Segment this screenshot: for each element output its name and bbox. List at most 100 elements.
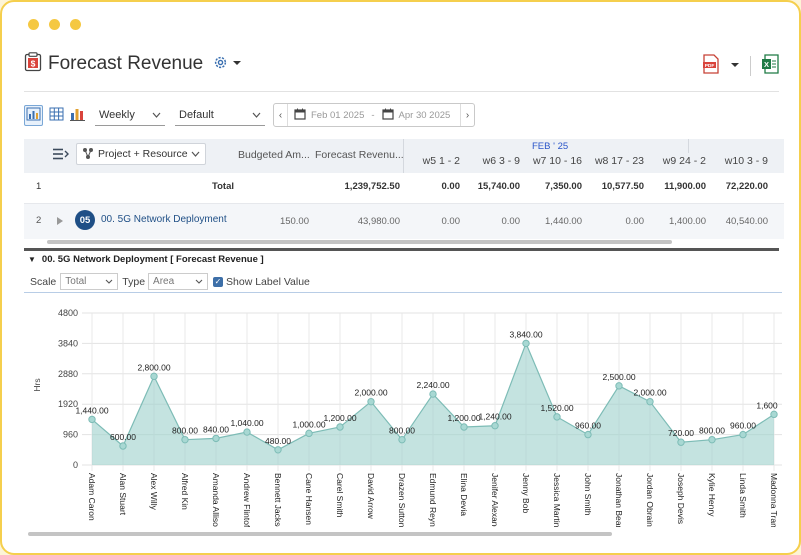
svg-text:PDF: PDF — [705, 63, 715, 69]
scale-select[interactable]: Total — [60, 273, 119, 290]
forecast-grid: Project + Resource Budgeted Am... Foreca… — [24, 139, 784, 245]
type-value: Area — [153, 276, 175, 287]
show-label-checkbox[interactable]: ✓ — [213, 276, 224, 287]
data-point — [181, 435, 189, 444]
total-week-value: 11,900.00 — [664, 181, 706, 192]
data-label: 2,000.00 — [633, 388, 666, 398]
splitter[interactable] — [24, 248, 779, 251]
x-category-label: Linda Smith — [738, 473, 748, 518]
data-label: 1,240.00 — [478, 412, 511, 422]
x-category-label: Drazen Sutton — [397, 473, 407, 527]
bar-chart-icon[interactable] — [70, 107, 85, 124]
data-label: 960.00 — [575, 421, 601, 431]
chevron-down-icon[interactable] — [730, 60, 740, 72]
data-point — [212, 434, 220, 443]
data-label: 800.00 — [389, 426, 415, 436]
x-category-label: Carel Smith — [335, 473, 345, 518]
data-point — [367, 397, 375, 406]
y-tick-label: 3840 — [58, 338, 78, 348]
collapse-rows-icon[interactable] — [53, 148, 69, 163]
x-category-label: Adam Caron — [87, 473, 97, 521]
period-value: Weekly — [99, 108, 135, 121]
x-category-label: Madonna Tram — [769, 473, 779, 527]
data-label: 1,200.00 — [447, 413, 480, 423]
data-label: 2,800.00 — [137, 362, 170, 372]
x-category-label: Jessica Martin — [552, 473, 562, 527]
month-divider — [688, 139, 689, 153]
pdf-icon[interactable]: PDF — [702, 54, 720, 77]
data-point — [708, 435, 716, 444]
row-number: 1 — [36, 181, 42, 192]
data-point — [646, 397, 654, 406]
week-column-header: w10 3 - 9 — [724, 155, 768, 167]
y-axis-label: Hrs — [32, 378, 42, 391]
data-point — [398, 435, 406, 444]
date-separator: - — [371, 109, 375, 121]
project-name-link[interactable]: 00. 5G Network Deployment — [101, 214, 227, 225]
project-week-value: 0.00 — [501, 216, 521, 227]
type-label: Type — [122, 275, 146, 288]
prev-period-button[interactable]: ‹ — [274, 104, 288, 126]
calendar-icon[interactable] — [294, 108, 306, 123]
grid-chart-view-icon[interactable] — [24, 104, 43, 126]
chart-panel-title[interactable]: ▼ 00. 5G Network Deployment [ Forecast Re… — [28, 254, 264, 265]
week-column-header: w9 24 - 2 — [662, 155, 706, 167]
data-label: 1,000.00 — [292, 419, 325, 429]
maximize-dot[interactable] — [70, 19, 81, 30]
area-fill — [92, 343, 774, 465]
data-point — [677, 438, 685, 446]
week-column-header: w — [770, 155, 784, 167]
next-period-button[interactable]: › — [460, 104, 474, 126]
grid-view-icon[interactable] — [49, 107, 64, 124]
x-category-label: Jenny Bob — [521, 473, 531, 513]
week-column-header: w5 1 - 2 — [422, 155, 460, 167]
total-week-value: 1 — [770, 181, 784, 192]
period-select[interactable]: Weekly — [95, 104, 165, 126]
chevron-down-icon — [191, 151, 200, 157]
close-dot[interactable] — [28, 19, 39, 30]
project-week-value: 1,440.00 — [545, 216, 582, 227]
window-controls — [28, 19, 81, 30]
data-label: 960.00 — [730, 421, 756, 431]
table-row[interactable] — [24, 203, 784, 239]
data-label: 1,520.00 — [540, 403, 573, 413]
data-label: 800.00 — [172, 426, 198, 436]
minimize-dot[interactable] — [49, 19, 60, 30]
data-label: 1,200.00 — [323, 413, 356, 423]
scale-value: Total — [65, 276, 87, 287]
x-category-label: Andrew Flintof — [242, 473, 252, 527]
data-point — [88, 415, 96, 424]
grid-horizontal-scrollbar[interactable] — [47, 240, 672, 244]
date-range: ‹ Feb 01 2025 - Apr 30 2025 › — [273, 103, 475, 127]
data-label: 2,500.00 — [602, 372, 635, 382]
x-category-label: Jordan Obrain — [645, 473, 655, 527]
date-to[interactable]: Apr 30 2025 — [398, 109, 451, 121]
column-header-budget[interactable]: Budgeted Am... — [238, 149, 310, 161]
total-week-value: 15,740.00 — [477, 181, 520, 192]
group-by-select[interactable]: Project + Resource — [76, 143, 206, 165]
total-forecast: 1,239,752.50 — [344, 181, 400, 192]
project-week-value: 40,540.00 — [725, 216, 768, 227]
excel-icon[interactable]: X — [761, 54, 779, 77]
data-point — [429, 390, 437, 398]
project-forecast: 43,980.00 — [357, 216, 400, 227]
chart-controls: Scale Total Type Area ✓ Show Label Value — [24, 271, 782, 293]
group-by-value: Project + Resource — [98, 148, 188, 160]
data-point — [305, 429, 313, 438]
data-point — [274, 446, 282, 454]
calendar-icon[interactable] — [381, 108, 394, 123]
column-header-forecast[interactable]: Forecast Revenu... — [315, 149, 404, 161]
x-category-label: Cane Hansen — [304, 473, 314, 525]
x-category-label: Elina Devia — [459, 473, 469, 516]
layout-select[interactable]: Default — [175, 104, 265, 126]
data-point — [460, 423, 468, 431]
expand-arrow-icon[interactable] — [57, 216, 63, 228]
gear-icon[interactable] — [213, 55, 228, 73]
type-select[interactable]: Area — [148, 273, 209, 290]
date-from[interactable]: Feb 01 2025 — [311, 109, 365, 121]
y-tick-label: 1920 — [58, 399, 78, 409]
chart-horizontal-scrollbar[interactable] — [28, 532, 612, 536]
chevron-down-icon[interactable] — [232, 58, 242, 70]
caret-down-icon[interactable]: ▼ — [28, 255, 36, 264]
project-budget: 150.00 — [279, 216, 309, 227]
